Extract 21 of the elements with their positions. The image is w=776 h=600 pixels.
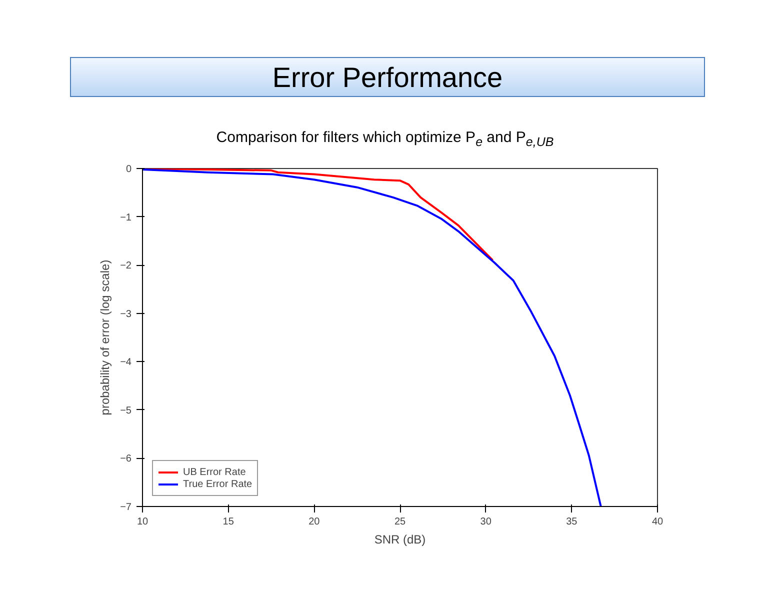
y-tick-label: −3 <box>120 308 132 320</box>
legend-label: True Error Rate <box>183 478 252 490</box>
x-axis-title: SNR (dB) <box>374 532 426 546</box>
y-tick-label: 0 <box>126 164 132 175</box>
x-tick-label: 25 <box>394 516 406 528</box>
chart-subtitle: Comparison for filters which optimize P$_{e}$ and P$_{e,UB}$ <box>215 128 555 151</box>
x-tick-label: 15 <box>222 516 234 528</box>
y-tick-label: −5 <box>120 405 132 416</box>
y-tick-label: −6 <box>120 454 132 465</box>
x-tick-label: 35 <box>566 516 578 528</box>
legend-label: UB Error Rate <box>183 466 246 478</box>
x-tick-label: 30 <box>480 516 492 528</box>
y-tick-label: −2 <box>120 260 132 272</box>
chart-title: Error Performance <box>70 57 705 97</box>
x-tick-label: 10 <box>136 516 148 528</box>
y-axis-title: probability of error (log scale) <box>98 260 112 416</box>
y-tick-label: −4 <box>120 357 132 368</box>
x-tick-label: 20 <box>308 516 320 528</box>
y-tick-label: −1 <box>120 212 132 224</box>
x-tick-label: 40 <box>652 516 664 528</box>
y-tick-label: −7 <box>120 502 132 513</box>
